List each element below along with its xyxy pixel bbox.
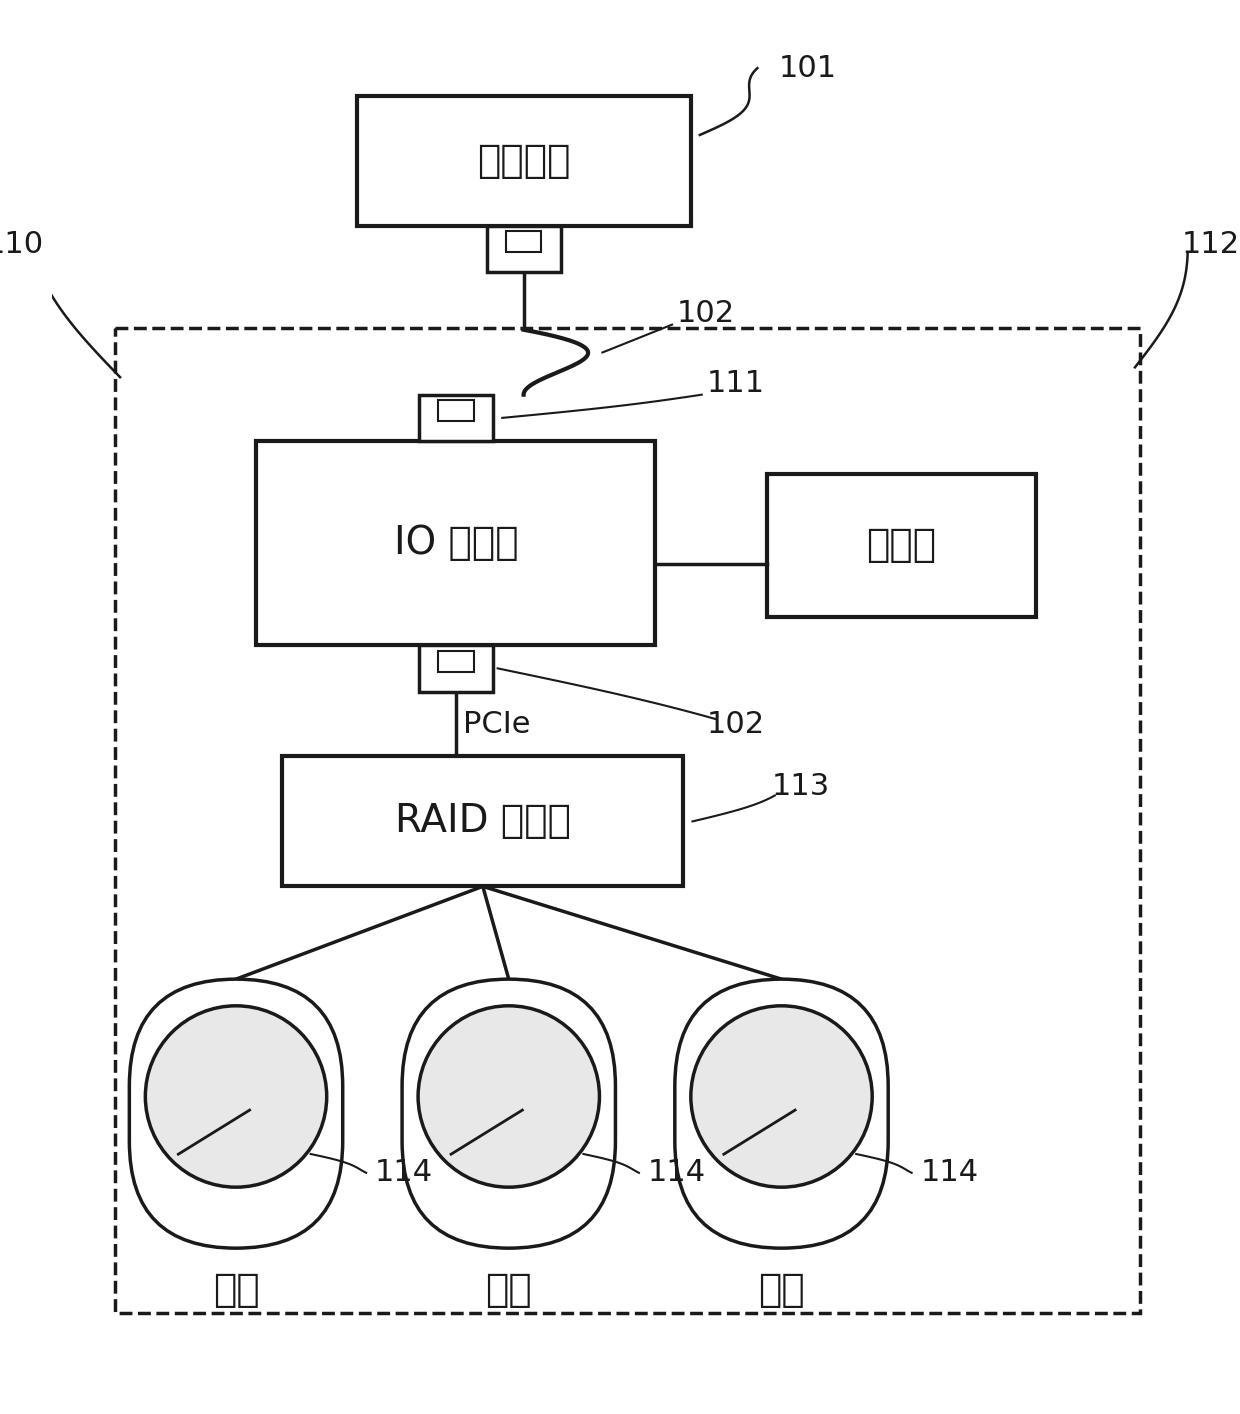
Text: 112: 112 [1182, 230, 1240, 259]
FancyBboxPatch shape [402, 978, 615, 1249]
Text: 113: 113 [771, 772, 830, 800]
Text: 存储器: 存储器 [866, 526, 936, 564]
Text: IO 处理器: IO 处理器 [393, 525, 518, 563]
Text: 磁盘: 磁盘 [485, 1271, 532, 1309]
FancyBboxPatch shape [675, 978, 888, 1249]
Text: 114: 114 [376, 1158, 433, 1188]
Text: 主机系统: 主机系统 [477, 141, 570, 180]
FancyBboxPatch shape [129, 978, 342, 1249]
Text: 102: 102 [707, 710, 765, 738]
Text: 101: 101 [779, 54, 837, 82]
Bar [257, 441, 656, 645]
Bar [357, 96, 691, 226]
Text: 110: 110 [0, 230, 43, 259]
Bar [283, 756, 683, 887]
Text: RAID 控制器: RAID 控制器 [394, 802, 570, 840]
Bar [419, 395, 494, 441]
Bar [766, 474, 1035, 618]
Bar [438, 400, 474, 421]
Text: 114: 114 [649, 1158, 706, 1188]
Circle shape [145, 1005, 326, 1188]
Text: 磁盘: 磁盘 [212, 1271, 259, 1309]
Text: 111: 111 [707, 369, 765, 399]
Bar [419, 645, 494, 691]
Bar [438, 650, 474, 672]
Bar [486, 226, 560, 273]
Bar [115, 328, 1140, 1314]
Circle shape [691, 1005, 872, 1188]
Circle shape [418, 1005, 599, 1188]
Text: PCIe: PCIe [464, 710, 531, 738]
Text: 磁盘: 磁盘 [758, 1271, 805, 1309]
Bar [506, 232, 542, 252]
Text: 102: 102 [677, 298, 735, 328]
Text: 114: 114 [920, 1158, 978, 1188]
